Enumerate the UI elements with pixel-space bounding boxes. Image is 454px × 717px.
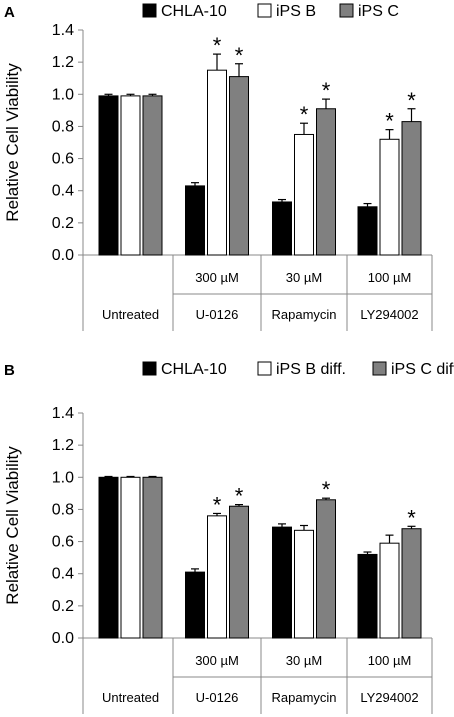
y-tick-label: 0.6 [52, 534, 74, 551]
legend-swatch-1 [142, 3, 157, 18]
legend-label-1: CHLA-10 [161, 3, 227, 20]
bar [229, 76, 249, 256]
bar [98, 476, 119, 639]
category-label: Rapamycin [271, 307, 336, 322]
y-tick-label: 0.8 [52, 118, 74, 135]
bar [120, 95, 141, 256]
significance-asterisk: * [300, 102, 309, 127]
legend-swatch-1 [142, 361, 157, 376]
legend-label-1: CHLA-10 [161, 361, 227, 378]
bar [185, 571, 205, 639]
y-tick-label: 1.4 [52, 22, 74, 39]
legend-swatch-2 [257, 361, 272, 376]
bar [272, 526, 292, 639]
chart-panel-B: B CHLA-10 iPS B diff. iPS C diff. Relative C… [3, 361, 454, 714]
legend-label-2: iPS B diff. [276, 361, 346, 378]
y-tick-label: 0.8 [52, 501, 74, 518]
bar [401, 528, 422, 639]
panel-label: A [4, 4, 15, 21]
bar [120, 476, 141, 639]
y-tick-label: 0.0 [52, 247, 74, 264]
bar [142, 476, 163, 639]
bar [357, 553, 378, 639]
bar [294, 529, 314, 639]
legend-swatch-3 [339, 3, 354, 18]
chart-panel-A: A CHLA-10 iPS B iPS C Relative Cell Viabilit… [3, 3, 433, 331]
y-tick-label: 0.2 [52, 598, 74, 615]
concentration-label: 100 µM [368, 653, 412, 668]
y-tick-label: 0.6 [52, 151, 74, 168]
category-label: Untreated [102, 307, 159, 322]
category-label: LY294002 [360, 690, 418, 705]
bar [207, 515, 227, 639]
concentration-label: 100 µM [368, 270, 412, 285]
significance-asterisk: * [407, 505, 416, 530]
significance-asterisk: * [322, 477, 331, 502]
category-label: LY294002 [360, 307, 418, 322]
significance-asterisk: * [235, 43, 244, 68]
bar [294, 133, 314, 256]
legend-label-3: iPS C [358, 3, 399, 20]
bar [316, 499, 336, 639]
significance-asterisk: * [213, 33, 222, 58]
bar [357, 206, 378, 256]
y-tick-label: 1.2 [52, 54, 74, 71]
concentration-label: 300 µM [195, 270, 239, 285]
category-label: Untreated [102, 690, 159, 705]
bar [272, 201, 292, 256]
significance-asterisk: * [385, 109, 394, 134]
y-tick-label: 1.0 [52, 469, 74, 486]
bar [379, 138, 400, 256]
concentration-label: 30 µM [286, 653, 322, 668]
y-tick-label: 0.0 [52, 630, 74, 647]
bar [207, 69, 227, 256]
legend-label-2: iPS B [276, 3, 316, 20]
significance-asterisk: * [235, 484, 244, 509]
y-axis-label: Relative Cell Viability [3, 63, 22, 222]
category-label: Rapamycin [271, 690, 336, 705]
legend-swatch-2 [257, 3, 272, 18]
legend-swatch-3 [372, 361, 387, 376]
y-tick-label: 1.2 [52, 437, 74, 454]
category-label: U-0126 [196, 690, 239, 705]
category-label: U-0126 [196, 307, 239, 322]
bar [229, 505, 249, 639]
y-tick-label: 0.4 [52, 183, 74, 200]
significance-asterisk: * [213, 492, 222, 517]
bar [185, 185, 205, 256]
bar [316, 108, 336, 256]
bar [142, 95, 163, 256]
significance-asterisk: * [322, 78, 331, 103]
y-tick-label: 0.2 [52, 215, 74, 232]
bar [379, 542, 400, 639]
panel-label: B [4, 362, 15, 379]
bar [401, 121, 422, 256]
significance-asterisk: * [407, 88, 416, 113]
bar [98, 95, 119, 256]
concentration-label: 300 µM [195, 653, 239, 668]
y-tick-label: 1.4 [52, 405, 74, 422]
y-axis-label: Relative Cell Viability [3, 446, 22, 605]
legend-label-3: iPS C diff. [391, 361, 454, 378]
y-tick-label: 0.4 [52, 566, 74, 583]
y-tick-label: 1.0 [52, 86, 74, 103]
concentration-label: 30 µM [286, 270, 322, 285]
